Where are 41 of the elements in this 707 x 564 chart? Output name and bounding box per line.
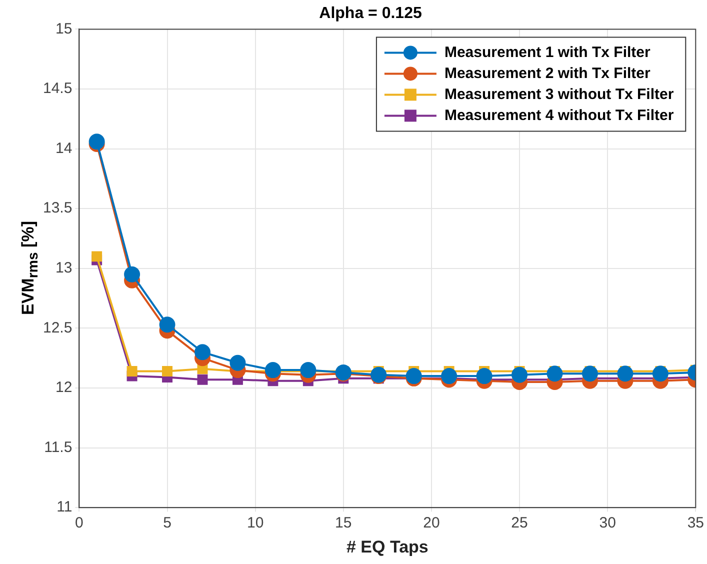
point (300, 362, 316, 378)
y-tick-label: 13 (56, 260, 72, 277)
x-tick-label: 15 (335, 514, 352, 532)
point (88, 134, 105, 150)
x-axis-title: # EQ Taps (346, 537, 428, 556)
y-tick-label: 14 (56, 140, 72, 157)
point (476, 368, 492, 384)
point (582, 366, 598, 382)
point (617, 366, 634, 382)
y-tick-label: 14.5 (42, 80, 72, 98)
point (546, 366, 563, 382)
point (652, 366, 668, 382)
point (230, 354, 246, 371)
legend-label: Measurement 3 without Tx Filter (444, 86, 674, 103)
y-tick-label: 13.5 (42, 200, 72, 217)
point (159, 316, 176, 333)
legend-label: Measurement 4 without Tx Filter (444, 106, 674, 124)
x-tick-label: 35 (687, 514, 704, 532)
point (512, 366, 528, 383)
legend-label: Measurement 1 with Tx Filter (444, 44, 650, 61)
x-tick-label: 0 (75, 514, 84, 532)
point (162, 366, 173, 376)
y-tick-label: 15 (56, 20, 72, 38)
point (126, 366, 138, 376)
y-tick-label: 11.5 (44, 438, 72, 456)
legend-label: Measurement 2 with Tx Filter (444, 64, 650, 82)
point (441, 368, 458, 384)
x-tick-label: 30 (599, 514, 616, 532)
point (124, 266, 140, 282)
x-tick-label: 10 (246, 514, 264, 532)
chart-title: Alpha = 0.125 (319, 5, 422, 22)
point (197, 374, 208, 385)
point (264, 362, 281, 378)
x-tick-label: 20 (423, 514, 440, 532)
y-tick-label: 12 (56, 379, 72, 396)
y-tick-label: 11 (56, 498, 72, 516)
point (194, 344, 210, 360)
x-tick-label: 25 (511, 514, 528, 532)
y-tick-label: 12.5 (42, 319, 72, 336)
x-tick-label: 5 (163, 514, 172, 532)
point (92, 251, 102, 262)
